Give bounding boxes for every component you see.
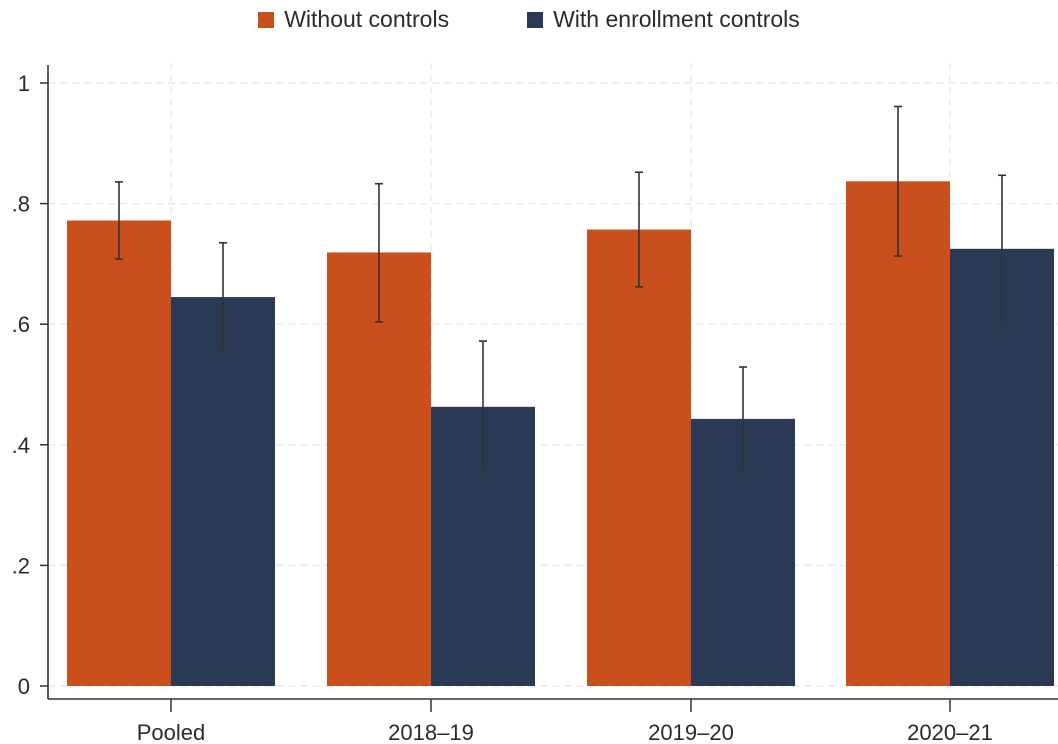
bars: [67, 181, 1054, 687]
x-tick-label: 2018–19: [388, 720, 474, 744]
x-tick-label: Pooled: [137, 720, 206, 744]
legend-label-without-controls: Without controls: [284, 6, 450, 32]
y-tick-label: 1: [18, 71, 30, 96]
y-tick-label: .8: [12, 192, 30, 217]
bar-with-enrollment-controls: [171, 297, 275, 686]
bar-without-controls: [327, 252, 431, 686]
y-tick-label: .6: [12, 312, 30, 337]
y-tick-label: .2: [12, 553, 30, 578]
legend-swatch-with-enrollment-controls: [527, 11, 544, 28]
error-bars: [115, 105, 1006, 473]
bar-without-controls: [67, 220, 171, 686]
x-tick-label: 2019–20: [648, 720, 734, 744]
bar-without-controls: [846, 181, 950, 686]
axes: 0 .2 .4 .6 .8 1 Pooled 2018–19 2019–20 2020–21: [12, 65, 1058, 744]
x-tick-label: 2020–21: [907, 720, 993, 744]
legend-swatch-without-controls: [258, 11, 275, 28]
y-tick-label: .4: [12, 433, 30, 458]
bar-without-controls: [587, 229, 691, 687]
legend-item-with-enrollment-controls: With enrollment controls: [527, 6, 800, 33]
y-tick-label: 0: [18, 674, 30, 699]
legend: Without controls With enrollment control…: [0, 6, 1058, 33]
legend-item-without-controls: Without controls: [258, 6, 449, 33]
legend-label-with-enrollment-controls: With enrollment controls: [553, 6, 800, 32]
